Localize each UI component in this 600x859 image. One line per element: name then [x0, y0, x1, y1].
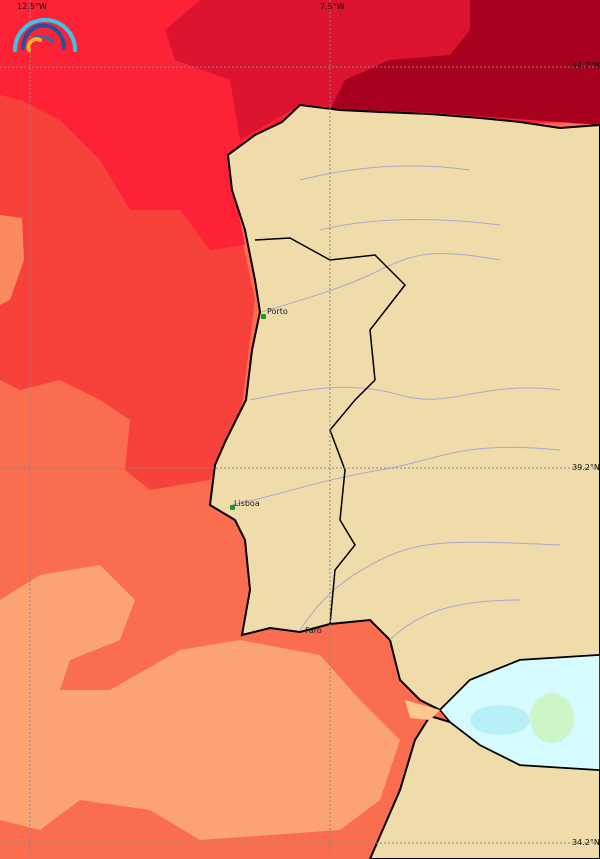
city-label-porto: Porto	[267, 307, 288, 316]
longitude-label: 12.5°W	[17, 2, 47, 11]
rainbow-arc-logo	[13, 18, 77, 52]
iberia-land	[208, 103, 600, 712]
sea-orange-patch	[0, 215, 24, 305]
latitude-label: 39.2°N	[572, 463, 600, 472]
mediterranean-green-patch	[530, 693, 574, 743]
city-marker	[230, 505, 235, 510]
sea-darkest-zone	[330, 0, 600, 125]
mediterranean-light-patch	[470, 705, 530, 735]
sea-salmon-zone	[0, 565, 400, 840]
longitude-label: 7.5°W	[320, 2, 345, 11]
city-label-faro: Faro	[305, 626, 322, 635]
border-portugal-spain	[254, 237, 406, 625]
city-marker	[261, 314, 266, 319]
latitude-label: 44.2°N	[572, 61, 600, 70]
rivers	[231, 165, 561, 641]
latitude-label: 34.2°N	[572, 838, 600, 847]
city-label-lisboa: Lisboa	[234, 499, 260, 508]
strait-warm-patch	[405, 700, 440, 720]
